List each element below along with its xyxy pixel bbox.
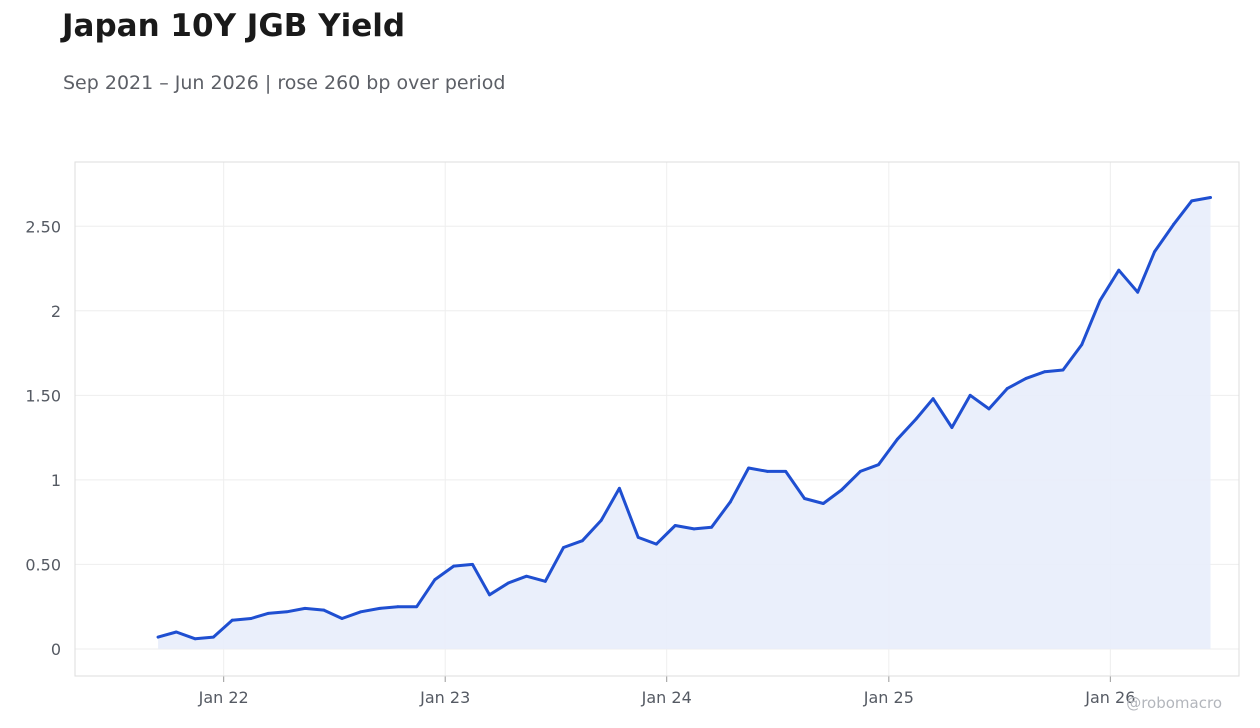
data-point [914, 417, 918, 421]
yield-area [158, 197, 1211, 649]
data-point [322, 608, 326, 612]
data-point [1098, 299, 1102, 303]
data-point [1136, 290, 1140, 294]
x-axis-ticks: Jan 22 Jan 23 Jan 24 Jan 25 Jan 26 [198, 688, 1136, 707]
data-point [396, 605, 400, 609]
data-point [840, 488, 843, 492]
data-point [266, 612, 270, 615]
data-point [747, 466, 751, 470]
data-point [877, 463, 880, 467]
data-point [950, 426, 954, 429]
y-tick-label: 1 [51, 471, 61, 490]
data-point [340, 617, 344, 620]
data-point [525, 574, 528, 578]
data-point [1024, 377, 1028, 380]
y-tick-label: 1.50 [25, 386, 61, 405]
data-point [1117, 268, 1121, 272]
data-point [452, 564, 456, 568]
data-point [968, 393, 972, 397]
data-point [1190, 199, 1194, 203]
data-point [193, 637, 197, 641]
data-point [415, 605, 419, 609]
data-points [156, 196, 1212, 641]
data-point [488, 593, 491, 597]
x-tick-label: Jan 23 [419, 688, 470, 707]
data-point [1005, 387, 1009, 390]
data-point [858, 470, 862, 473]
y-axis-ticks: 0 0.50 1 1.50 2 2.50 [25, 217, 61, 659]
yield-line [156, 196, 1212, 641]
data-point [784, 470, 788, 473]
data-point [303, 606, 307, 610]
data-point [654, 542, 658, 546]
data-point [506, 581, 510, 585]
data-point [249, 617, 253, 620]
data-point [1061, 368, 1065, 372]
data-point [562, 546, 565, 549]
data-point [471, 563, 474, 566]
data-point [543, 579, 547, 583]
data-point [821, 502, 825, 505]
plot-frame [74, 161, 1240, 677]
y-tick-label: 2 [51, 302, 61, 321]
y-tick-label: 2.50 [25, 217, 61, 236]
data-point [378, 606, 382, 610]
data-point [211, 635, 215, 639]
data-point [1043, 370, 1047, 374]
data-point [1209, 196, 1212, 199]
data-point [1172, 223, 1175, 226]
data-point [931, 397, 935, 401]
data-point [156, 635, 160, 639]
data-point [729, 500, 732, 504]
chart-subtitle: Sep 2021 – Jun 2026 | rose 260 bp over p… [63, 72, 506, 94]
data-point [1080, 343, 1084, 347]
data-point [285, 610, 289, 614]
data-point [174, 630, 178, 634]
y-tick-label: 0 [51, 640, 61, 659]
y-tick-label: 0.50 [25, 555, 61, 574]
data-point [230, 618, 234, 622]
watermark-credit: @robomacro [1126, 694, 1222, 712]
x-tick-label: Jan 22 [198, 688, 249, 707]
x-tick-label: Jan 24 [641, 688, 692, 707]
x-tick-label: Jan 26 [1084, 688, 1135, 707]
x-tick-label: Jan 25 [863, 688, 914, 707]
data-point [617, 486, 621, 490]
data-point [359, 610, 363, 614]
data-point [599, 519, 603, 522]
data-point [636, 535, 640, 539]
data-point [987, 407, 991, 411]
data-point [692, 527, 696, 531]
data-point [803, 497, 806, 500]
data-point [433, 578, 437, 582]
data-point [766, 470, 769, 473]
data-point [580, 539, 584, 543]
data-point [1153, 250, 1157, 254]
data-point [673, 524, 677, 527]
chart-title: Japan 10Y JGB Yield [62, 8, 406, 44]
data-point [710, 525, 714, 529]
data-point [895, 437, 899, 441]
